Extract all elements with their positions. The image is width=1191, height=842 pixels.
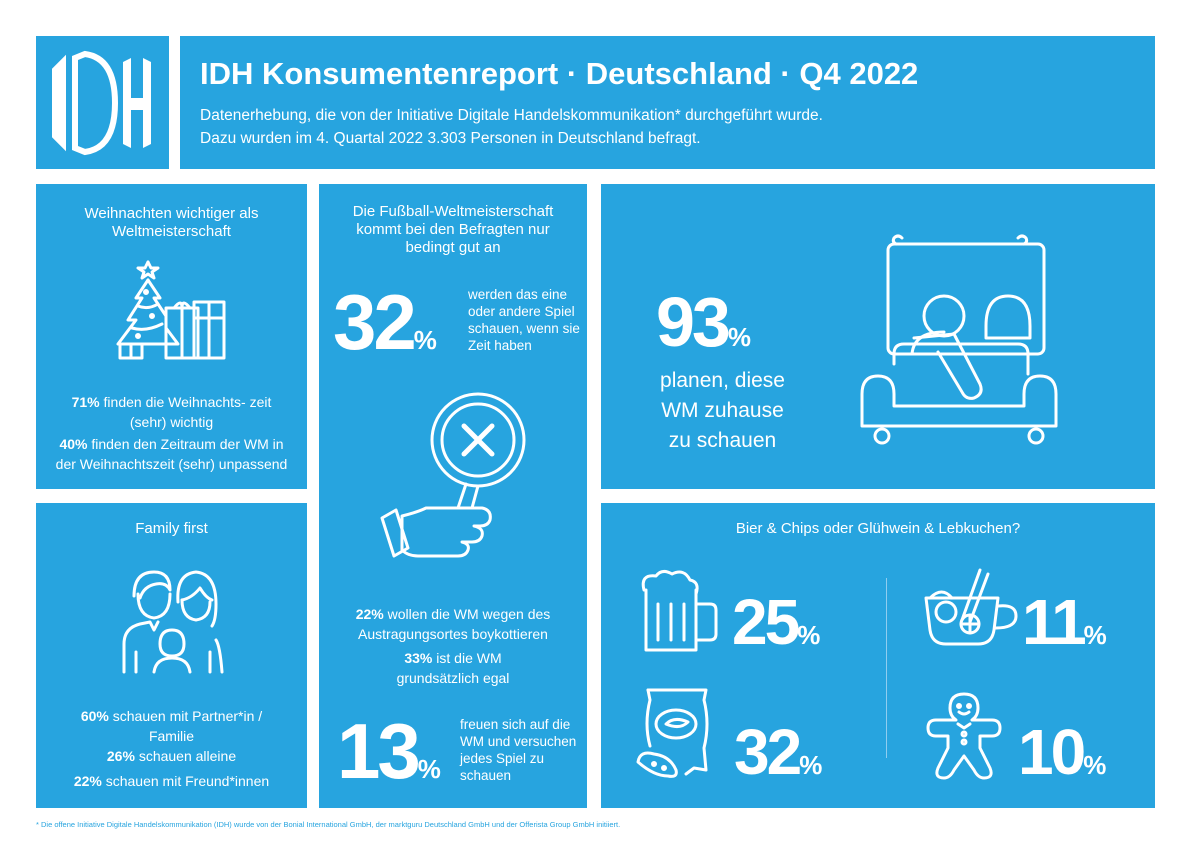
christmas-stat-2-text: finden den Zeitraum der WM in der Weihna… — [55, 436, 288, 472]
mulled-wine-stat: 11% — [1022, 590, 1107, 654]
home-big-value: 93 — [656, 283, 731, 361]
worldcup-big-1-value: 32 — [333, 278, 417, 366]
worldcup-stat-2-text: ist die WM grundsätzlich egal — [396, 650, 510, 686]
christmas-title: Weihnachten wichtiger als Weltmeistersch… — [84, 205, 259, 240]
magnifier-x-icon — [380, 392, 526, 558]
family-stat-1: 60% schauen mit Partner*in / Familie — [66, 706, 277, 746]
logo-box — [36, 36, 169, 169]
family-stat-2-text: schauen alleine — [138, 748, 237, 764]
gingerbread-value: 10 — [1018, 716, 1086, 788]
christmas-stat-1: 71% finden die Weihnachts- zeit (sehr) w… — [66, 392, 277, 432]
christmas-tree-gifts-icon — [116, 260, 226, 360]
christmas-stat-1-value: 71% — [71, 394, 100, 410]
christmas-stat-2-value: 40% — [59, 436, 88, 452]
chips-bag-icon — [636, 688, 709, 778]
family-stat-1-text: schauen mit Partner*in / Familie — [112, 708, 263, 744]
family-icon — [122, 570, 224, 674]
worldcup-stat-2: 33% ist die WM grundsätzlich egal — [380, 648, 526, 688]
family-stat-3-value: 22% — [73, 773, 102, 789]
snacks-divider — [886, 578, 887, 758]
worldcup-big-1-text: werden das eine oder andere Spiel schaue… — [468, 287, 580, 353]
family-stat-2-value: 26% — [106, 748, 135, 764]
subtitle-line-1: Datenerhebung, die von der Initiative Di… — [200, 107, 823, 124]
worldcup-big-2-text: freuen sich auf die WM und versuchen jed… — [460, 717, 577, 783]
worldcup-title: Die Fußball-Weltmeisterschaft kommt bei … — [352, 203, 554, 256]
worldcup-big-2-value: 13 — [337, 707, 421, 795]
tv-couch-icon — [860, 234, 1058, 445]
chips-percent: % — [799, 750, 823, 780]
beer-stat: 25% — [732, 590, 820, 654]
page-title: IDH Konsumentenreport · Deutschland · Q4… — [200, 56, 919, 91]
family-title: Family first — [135, 520, 208, 537]
mulled-wine-value: 11 — [1022, 586, 1087, 658]
gingerbread-percent: % — [1083, 750, 1107, 780]
beer-value: 25 — [732, 586, 800, 658]
chips-stat: 32% — [734, 720, 822, 784]
footnote: * Die offene Initiative Digitale Handels… — [36, 820, 621, 829]
family-stat-2: 26% schauen alleine — [66, 746, 277, 766]
home-text: planen, diese WM zuhause zu schauen — [660, 369, 785, 452]
family-stat-3-text: schauen mit Freund*innen — [105, 773, 270, 789]
christmas-stat-2: 40% finden den Zeitraum der WM in der We… — [48, 434, 295, 474]
gingerbread-stat: 10% — [1018, 720, 1106, 784]
worldcup-stat-1-text: wollen die WM wegen des Austragungsortes… — [358, 606, 551, 642]
home-big: 93% — [656, 287, 751, 357]
worldcup-stat-1: 22% wollen die WM wegen des Austragungso… — [335, 604, 571, 644]
worldcup-stat-2-value: 33% — [404, 650, 433, 666]
header-banner — [180, 36, 1155, 169]
mulled-wine-icon — [924, 568, 1018, 646]
home-tile — [601, 184, 1155, 489]
snacks-title: Bier & Chips oder Glühwein & Lebkuchen? — [735, 520, 1021, 537]
beer-mug-icon — [641, 569, 718, 652]
worldcup-big-2: 13% — [337, 712, 441, 790]
worldcup-big-1: 32% — [333, 283, 437, 361]
christmas-stat-1-text: finden die Weihnachts- zeit (sehr) wicht… — [103, 394, 272, 430]
page-subtitle: Datenerhebung, die von der Initiative Di… — [200, 104, 1000, 150]
family-stat-3: 22% schauen mit Freund*innen — [56, 771, 287, 791]
snacks-tile — [601, 503, 1155, 808]
idh-logo-icon — [52, 50, 151, 156]
gingerbread-man-icon — [926, 692, 1002, 780]
worldcup-big-1-percent: % — [413, 325, 437, 355]
family-stat-1-value: 60% — [80, 708, 109, 724]
worldcup-big-2-percent: % — [417, 754, 441, 784]
worldcup-stat-1-value: 22% — [355, 606, 384, 622]
mulled-wine-percent: % — [1083, 620, 1107, 650]
subtitle-line-2: Dazu wurden im 4. Quartal 2022 3.303 Per… — [200, 130, 701, 147]
worldcup-tile — [319, 184, 587, 808]
chips-value: 32 — [734, 716, 802, 788]
beer-percent: % — [797, 620, 821, 650]
home-big-percent: % — [727, 322, 751, 352]
